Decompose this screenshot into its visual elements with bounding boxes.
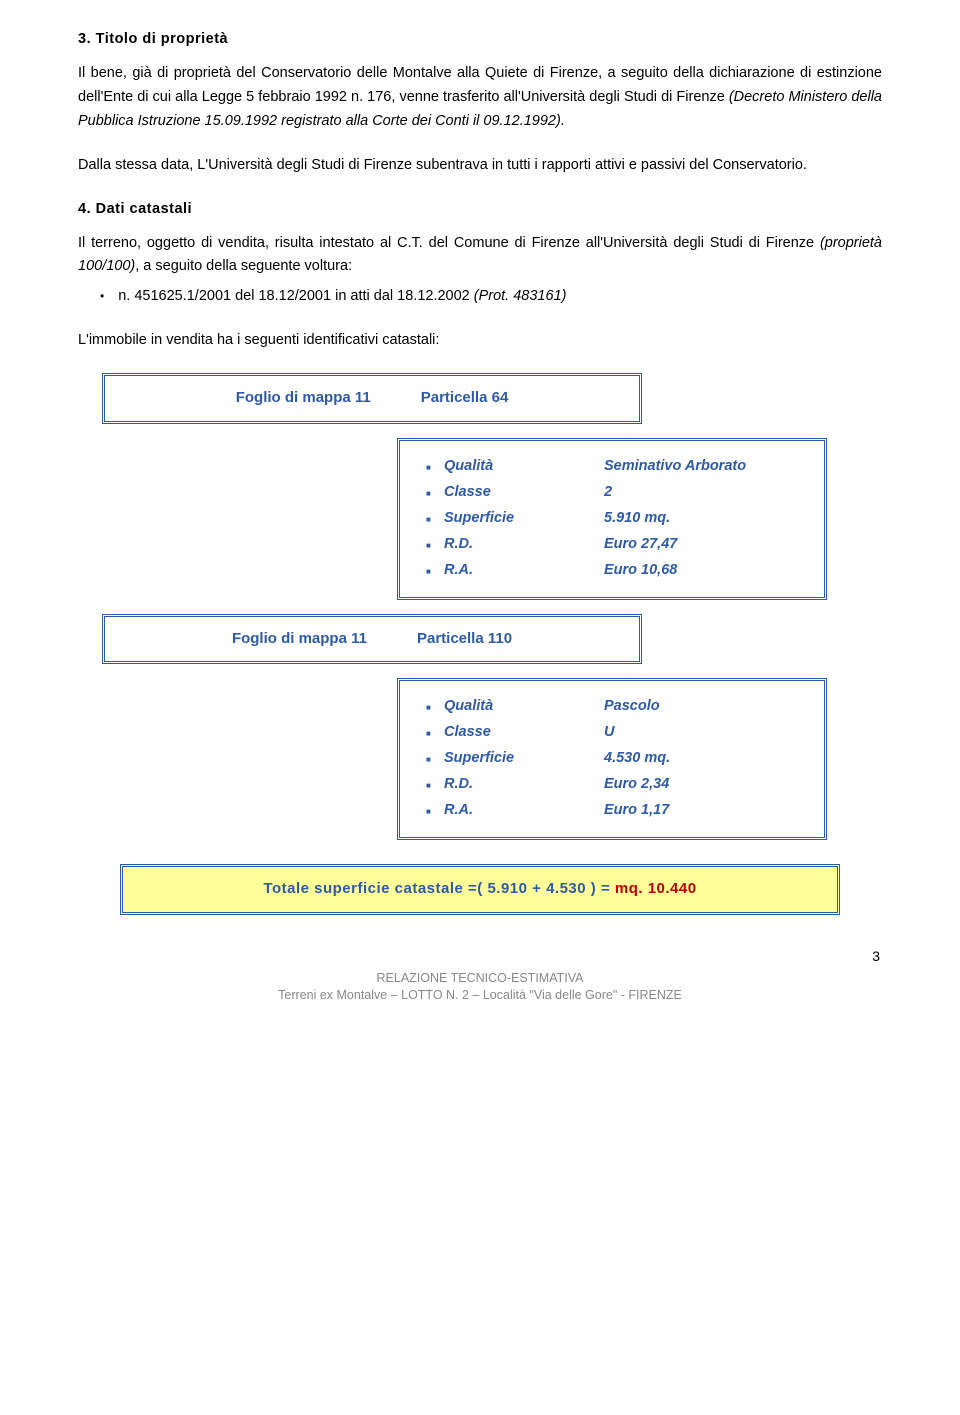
catasto-box-2-details: ■ Qualità Pascolo ■ Classe U ■ Superfici… <box>397 678 827 840</box>
footer-line-1: RELAZIONE TECNICO-ESTIMATIVA <box>78 970 882 988</box>
detail-row: ■ Superficie 4.530 mq. <box>426 747 804 771</box>
square-bullet-icon: ■ <box>426 563 444 581</box>
detail-label: R.D. <box>444 773 604 797</box>
square-bullet-icon: ■ <box>426 537 444 555</box>
detail-label: Qualità <box>444 695 604 719</box>
particella-label: Particella 64 <box>421 386 509 411</box>
bullet-text: n. 451625.1/2001 del 18.12/2001 in atti … <box>118 285 566 309</box>
detail-label: Classe <box>444 721 604 745</box>
total-box: Totale superficie catastale =( 5.910 + 4… <box>120 864 840 915</box>
square-bullet-icon: ■ <box>426 699 444 717</box>
text: , a seguito della seguente voltura: <box>135 258 352 274</box>
text: Il terreno, oggetto di vendita, risulta … <box>78 235 820 251</box>
square-bullet-icon: ■ <box>426 511 444 529</box>
detail-row: ■ R.A. Euro 10,68 <box>426 559 804 583</box>
square-bullet-icon: ■ <box>426 459 444 477</box>
foglio-label: Foglio di mappa 11 <box>236 386 371 411</box>
detail-row: ■ R.D. Euro 2,34 <box>426 773 804 797</box>
detail-row: ■ R.A. Euro 1,17 <box>426 799 804 823</box>
section-3-para-1: Il bene, già di proprietà del Conservato… <box>78 62 882 134</box>
detail-label: R.A. <box>444 559 604 583</box>
total-text: Totale superficie catastale =( 5.910 + 4… <box>263 880 614 897</box>
voltura-bullet: • n. 451625.1/2001 del 18.12/2001 in att… <box>78 285 882 309</box>
total-value: mq. 10.440 <box>615 880 697 897</box>
detail-label: Qualità <box>444 455 604 479</box>
section-4-para-2: L'immobile in vendita ha i seguenti iden… <box>78 329 882 353</box>
square-bullet-icon: ■ <box>426 725 444 743</box>
detail-value: Euro 10,68 <box>604 559 677 583</box>
detail-value: Euro 27,47 <box>604 533 677 557</box>
square-bullet-icon: ■ <box>426 751 444 769</box>
section-4-heading: 4. Dati catastali <box>78 198 882 222</box>
detail-label: R.A. <box>444 799 604 823</box>
detail-value: 4.530 mq. <box>604 747 670 771</box>
detail-row: ■ Qualità Pascolo <box>426 695 804 719</box>
detail-value: 2 <box>604 481 612 505</box>
detail-row: ■ Qualità Seminativo Arborato <box>426 455 804 479</box>
detail-value: Seminativo Arborato <box>604 455 746 479</box>
page-number: 3 <box>78 945 882 968</box>
catasto-box-1-header: Foglio di mappa 11 Particella 64 <box>102 373 642 424</box>
catasto-box-2-header: Foglio di mappa 11 Particella 110 <box>102 614 642 665</box>
text-italic: (Prot. 483161) <box>474 288 567 304</box>
footer-line-2: Terreni ex Montalve – LOTTO N. 2 – Local… <box>78 987 882 1005</box>
section-4-para-1: Il terreno, oggetto di vendita, risulta … <box>78 232 882 280</box>
square-bullet-icon: ■ <box>426 803 444 821</box>
detail-value: Euro 2,34 <box>604 773 669 797</box>
detail-label: Classe <box>444 481 604 505</box>
foglio-label: Foglio di mappa 11 <box>232 627 367 652</box>
detail-row: ■ Classe U <box>426 721 804 745</box>
section-3-heading: 3. Titolo di proprietà <box>78 28 882 52</box>
bullet-icon: • <box>100 285 104 308</box>
particella-label: Particella 110 <box>417 627 512 652</box>
detail-label: R.D. <box>444 533 604 557</box>
detail-label: Superficie <box>444 747 604 771</box>
detail-row: ■ Classe 2 <box>426 481 804 505</box>
page-footer: RELAZIONE TECNICO-ESTIMATIVA Terreni ex … <box>78 970 882 1005</box>
detail-row: ■ Superficie 5.910 mq. <box>426 507 804 531</box>
detail-label: Superficie <box>444 507 604 531</box>
detail-row: ■ R.D. Euro 27,47 <box>426 533 804 557</box>
text: n. 451625.1/2001 del 18.12/2001 in atti … <box>118 288 474 304</box>
catasto-box-1-details: ■ Qualità Seminativo Arborato ■ Classe 2… <box>397 438 827 600</box>
square-bullet-icon: ■ <box>426 777 444 795</box>
detail-value: 5.910 mq. <box>604 507 670 531</box>
section-3-para-2: Dalla stessa data, L'Università degli St… <box>78 154 882 178</box>
detail-value: U <box>604 721 614 745</box>
detail-value: Pascolo <box>604 695 660 719</box>
square-bullet-icon: ■ <box>426 485 444 503</box>
detail-value: Euro 1,17 <box>604 799 669 823</box>
